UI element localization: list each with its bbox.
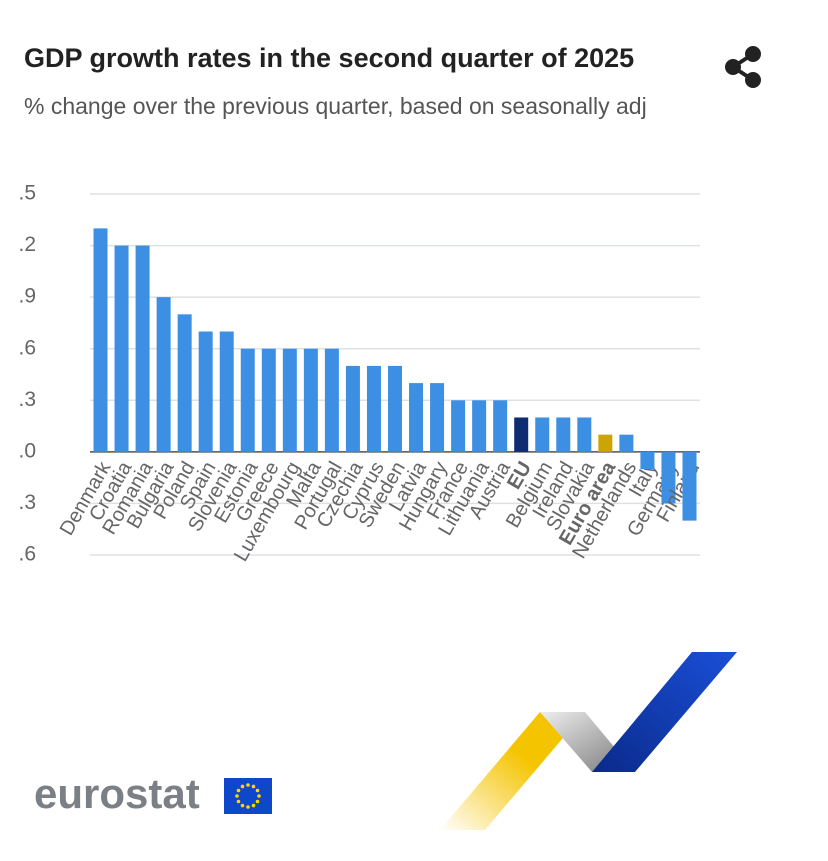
bar (430, 383, 445, 452)
chart-subtitle: % change over the previous quarter, base… (24, 93, 647, 119)
y-tick-label: .6 (18, 543, 36, 566)
bar (493, 400, 508, 452)
y-tick-label: .3 (18, 491, 36, 514)
ribbon (440, 652, 737, 830)
y-tick-label: .5 (18, 182, 36, 205)
flag-star (255, 788, 260, 793)
flag-star (236, 788, 241, 793)
ribbon-yellow (440, 712, 585, 830)
bar (472, 400, 487, 452)
bar (198, 331, 213, 452)
flag-star (246, 783, 250, 787)
bar (282, 348, 297, 452)
bar (156, 297, 171, 452)
flag-star (251, 803, 256, 808)
flag-star (251, 784, 256, 789)
bar (577, 417, 592, 452)
share-icon[interactable] (725, 46, 761, 88)
bar (135, 245, 150, 452)
bar (451, 400, 466, 452)
flag-star (246, 805, 250, 809)
bar (366, 365, 381, 452)
bar (514, 417, 529, 452)
logo-text: eurostat (34, 770, 200, 817)
bar (619, 434, 634, 452)
share-dot (725, 59, 741, 75)
bar (303, 348, 318, 452)
share-dot (745, 46, 761, 62)
y-tick-label: .6 (18, 336, 36, 359)
y-tick-label: .2 (18, 233, 36, 256)
flag-star (240, 784, 245, 789)
y-tick-label: .3 (18, 388, 36, 411)
bar (240, 348, 255, 452)
flag-star (240, 803, 245, 808)
eu-flag (224, 778, 272, 814)
chart-title: GDP growth rates in the second quarter o… (24, 43, 634, 73)
bar (640, 451, 655, 470)
bar (682, 451, 697, 521)
bar (114, 245, 129, 452)
flag-star (235, 794, 239, 798)
y-tick-label: .0 (18, 439, 36, 462)
bar (598, 434, 613, 452)
bar (345, 365, 360, 452)
bar (93, 228, 108, 452)
bar (535, 417, 550, 452)
bar (219, 331, 234, 452)
bar (261, 348, 276, 452)
flag-star (236, 799, 241, 804)
y-tick-label: .9 (18, 285, 36, 308)
bar (388, 365, 402, 452)
flag-star (257, 794, 261, 798)
bar (556, 417, 571, 452)
flag-star (255, 799, 260, 804)
share-dot (745, 72, 761, 88)
bar (409, 383, 424, 452)
bar (177, 314, 192, 452)
bar (324, 348, 339, 452)
ribbon-blue (592, 652, 737, 772)
bar (661, 451, 676, 504)
